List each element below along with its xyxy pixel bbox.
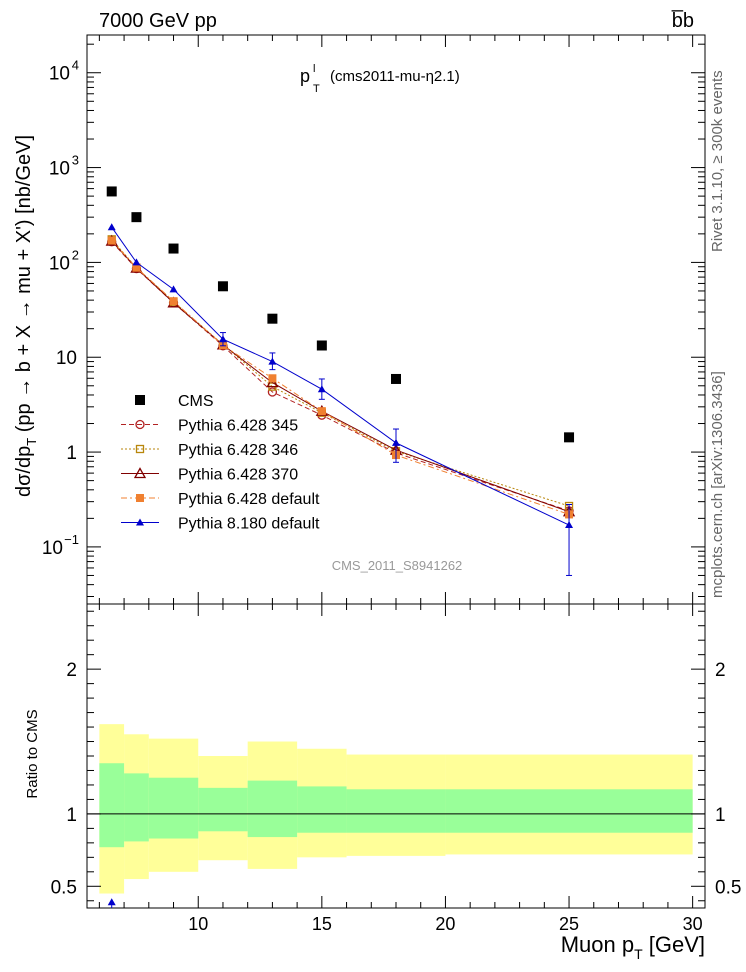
data-point [168,243,179,254]
ylabel-part-2: T [24,438,39,446]
y-tick-exponent: −1 [64,532,79,547]
data-point [392,438,400,446]
ratio-y-axis-title: Ratio to CMS [24,709,41,798]
legend: CMS Pythia 6.428 345 Pythia 6.428 346 Pythi… [121,393,320,533]
data-point [391,373,401,384]
ratio-band-inner [445,789,693,833]
ratio-y-tick-label-right: 0.5 [715,877,741,898]
data-point [169,285,178,293]
mcplots-label: mcplots.cern.ch [arXiv:1306.3436] [709,371,726,598]
legend-marker [133,467,147,479]
x-tick-label: 15 [312,914,332,934]
y-tick-exponent: 3 [72,153,79,168]
legend-marker [135,444,145,454]
y-tick-base: 10 [56,348,77,369]
y-tick-base: 10 [49,159,70,180]
legend-label: Pythia 6.428 default [178,491,320,508]
legend-label: Pythia 8.180 default [178,516,320,533]
ratio-point [107,898,116,906]
header-right: b̅b [671,9,694,32]
series-line [111,226,570,526]
y-tick-base: 10 [42,538,63,559]
chart-title-sup: l [313,63,315,75]
x-axis-title: Muon pT [GeV] [561,932,705,962]
ratio-panel: 10 15 20 25 30 0.5 0.5 1 1 2 2 [51,603,741,934]
ratio-band-inner [99,763,125,848]
chart-title-rest: (cms2011-mu-η2.1) [330,68,460,85]
y-tick-label: 10 [49,159,70,180]
data-point [107,236,116,245]
ratio-band-inner [198,787,248,832]
legend-label: CMS [178,393,214,410]
data-point [169,297,178,306]
data-point [267,313,278,324]
legend-marker [136,494,144,502]
chart-title-main: p [300,66,310,86]
ratio-band-inner [247,780,298,838]
y-tick-exponent: 2 [72,247,79,262]
ratio-y-tick-label-right: 2 [715,660,726,681]
data-point [106,186,117,197]
data-point [107,223,116,231]
y-tick-base: 1 [66,443,77,464]
data-point [317,407,326,416]
ratio-band-inner [346,789,446,833]
ratio-y-tick-label: 0.5 [51,877,77,898]
legend-label: Pythia 6.428 370 [178,467,298,484]
data-point [132,258,141,266]
x-tick-label: 10 [188,914,208,934]
legend-marker [136,518,144,526]
series-5 [107,223,574,576]
header-left: 7000 GeV pp [99,10,217,32]
ratio-y-tick-label-right: 1 [715,805,726,826]
data-point [217,281,228,292]
y-tick-label: 1 [66,443,77,464]
x-tick-label: 25 [559,914,579,934]
ratio-y-tick-label: 2 [66,660,77,681]
x-tick-label: 20 [435,914,455,934]
xlabel-part-1: Muon p [561,932,634,957]
svg-text:dσ/dpT (pp → b + X → mu + X'): dσ/dpT (pp → b + X → mu + X') [nb/GeV] [13,135,39,497]
series-line [111,240,570,515]
y-tick-label: 10 [56,348,77,369]
y-tick-exponent: 4 [72,58,79,73]
legend-marker [135,395,145,405]
y-axis-title: dσ/dpT (pp → b + X → mu + X') [nb/GeV] [13,135,39,497]
xlabel-part-2: T [634,946,643,962]
legend-label: Pythia 6.428 345 [178,418,298,435]
ratio-band-inner [297,786,347,833]
chart-title-sub: T [313,83,320,95]
series-3 [105,234,576,517]
x-tick-label: 30 [683,914,703,934]
legend-marker [135,419,145,430]
data-point [565,521,574,529]
data-point [564,432,575,443]
ylabel-part-3: (pp → b + X → mu + X') [nb/GeV] [13,135,35,438]
series-0 [106,186,575,443]
data-point [268,357,277,365]
y-tick-label: 10 [42,538,63,559]
y-tick-label: 10 [49,64,70,85]
legend-label: Pythia 6.428 346 [178,442,298,459]
ylabel-part-1: dσ/dp [13,446,35,497]
data-point [267,387,278,397]
watermark: CMS_2011_S8941262 [332,558,463,573]
title-group: p l T (cms2011-mu-η2.1) [300,63,460,95]
rivet-label: Rivet 3.1.10, ≥ 300k events [709,70,726,252]
y-tick-base: 10 [49,64,70,85]
data-point [132,263,141,272]
ratio-band-inner [148,777,199,839]
data-point [317,385,326,393]
y-tick-base: 10 [49,253,70,274]
data-point [268,374,277,383]
xlabel-part-3: [GeV] [643,932,705,957]
ratio-band-inner [124,773,149,842]
ratio-y-tick-label: 1 [66,805,77,826]
y-tick-label: 10 [49,253,70,274]
data-point [316,340,327,351]
data-point [131,212,142,223]
data-point [218,335,227,343]
